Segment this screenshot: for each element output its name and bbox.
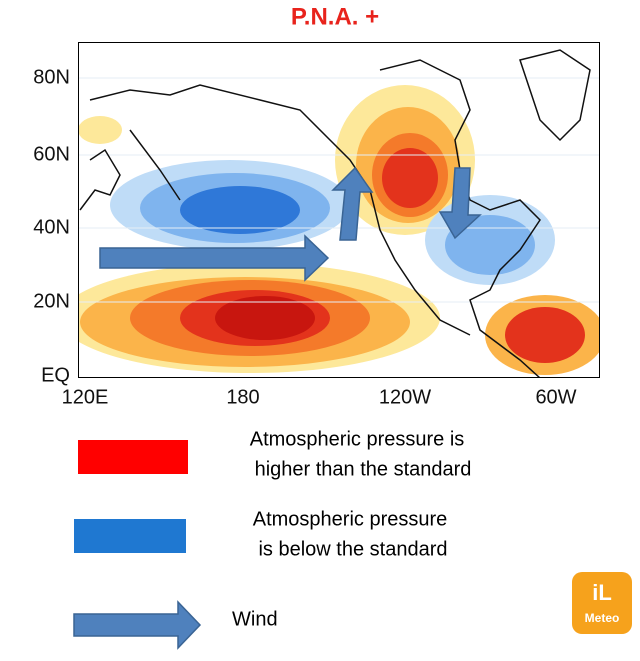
map bbox=[78, 42, 600, 378]
legend-text: higher than the standard bbox=[255, 458, 472, 480]
lat-label: 20N bbox=[33, 290, 70, 312]
lon-label: 60W bbox=[535, 386, 576, 408]
legend-swatch-wind bbox=[73, 600, 202, 650]
logo: iL Meteo bbox=[572, 572, 632, 634]
logo-name: Meteo bbox=[585, 611, 620, 625]
lat-label: EQ bbox=[41, 364, 70, 386]
title: P.N.A. + bbox=[291, 3, 379, 30]
lon-label: 120E bbox=[62, 386, 109, 408]
legend-text: Atmospheric pressure is bbox=[250, 428, 465, 450]
lat-label: 40N bbox=[33, 216, 70, 238]
legend-text: Atmospheric pressure bbox=[253, 508, 448, 530]
axis-labels: 80N 60N 40N 20N EQ 120E 180 120W 60W bbox=[33, 66, 576, 408]
lon-label: 120W bbox=[379, 386, 431, 408]
lon-label: 180 bbox=[226, 386, 259, 408]
lat-label: 60N bbox=[33, 143, 70, 165]
legend-swatch-high bbox=[78, 440, 188, 474]
lat-label: 80N bbox=[33, 66, 70, 88]
logo-mark: iL bbox=[592, 580, 612, 605]
legend-text: is below the standard bbox=[258, 538, 447, 560]
legend-text: Wind bbox=[232, 608, 278, 630]
legend-swatch-low bbox=[74, 519, 186, 553]
wind-arrows bbox=[99, 166, 482, 282]
